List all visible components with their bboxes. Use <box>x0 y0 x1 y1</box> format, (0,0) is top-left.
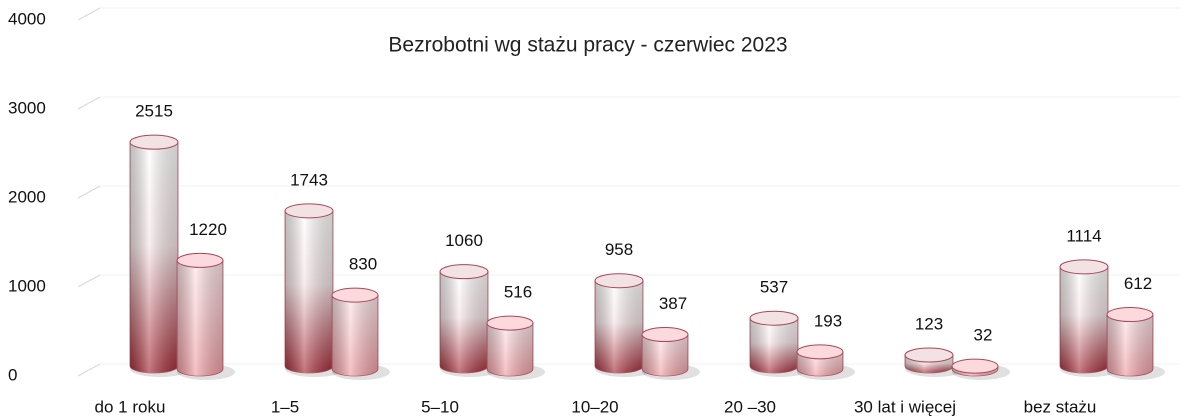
bar-shade <box>177 260 223 376</box>
bar-top <box>1106 307 1154 323</box>
bar-shade <box>642 334 688 376</box>
x-tick-label: 30 lat i więcej <box>854 397 956 416</box>
x-tick-label: do 1 roku <box>95 397 166 416</box>
bar-shade <box>332 295 378 376</box>
data-label: 32 <box>974 326 993 345</box>
bar-top <box>439 264 489 280</box>
data-label: 958 <box>605 240 633 259</box>
data-label: 537 <box>760 278 788 297</box>
data-label: 387 <box>659 294 687 313</box>
bar-shade <box>1060 266 1108 373</box>
bar-shade <box>487 323 533 376</box>
bar-top <box>951 358 999 374</box>
data-label: 516 <box>504 283 532 302</box>
data-label: 1060 <box>445 231 483 250</box>
bar-top <box>796 344 844 360</box>
data-label: 612 <box>1124 274 1152 293</box>
data-label: 1743 <box>290 170 328 189</box>
data-label: 193 <box>814 311 842 330</box>
y-tick-label: 3000 <box>8 98 46 117</box>
grid-line <box>77 274 101 288</box>
y-tick-label: 1000 <box>8 276 46 295</box>
x-tick-label: 20 –30 <box>724 397 776 416</box>
x-tick-label: 5–10 <box>421 397 459 416</box>
data-label: 2515 <box>135 102 173 121</box>
bar-shade <box>285 210 333 373</box>
bar-shade <box>750 318 798 373</box>
bar-shade <box>1107 314 1153 376</box>
bar-top <box>176 252 224 268</box>
bar-top <box>284 203 334 219</box>
bar-top <box>486 315 534 331</box>
bar-shade <box>440 271 488 373</box>
y-tick-label: 4000 <box>8 9 46 28</box>
data-label: 1220 <box>189 220 227 239</box>
y-tick-label: 2000 <box>8 187 46 206</box>
bar-top <box>1059 259 1109 275</box>
bar-top <box>641 327 689 343</box>
x-tick-label: 10–20 <box>571 397 618 416</box>
data-label: 830 <box>349 255 377 274</box>
bar-top <box>129 134 179 150</box>
bar-top <box>904 347 954 363</box>
bar-shade <box>130 142 178 373</box>
grid-line <box>77 363 101 377</box>
x-tick-label: bez stażu <box>1024 397 1097 416</box>
y-tick-label: 0 <box>8 365 17 384</box>
bar-top <box>331 287 379 303</box>
data-label: 1114 <box>1066 226 1101 245</box>
data-label: 123 <box>915 315 943 334</box>
bar-shade <box>595 280 643 373</box>
grid-line <box>77 96 101 110</box>
grid-line <box>77 185 101 199</box>
chart-title: Bezrobotni wg stażu pracy - czerwiec 202… <box>388 34 787 57</box>
bar-top <box>594 273 644 289</box>
grid-line <box>77 7 101 21</box>
bar-top <box>749 310 799 326</box>
x-tick-label: 1–5 <box>271 397 299 416</box>
